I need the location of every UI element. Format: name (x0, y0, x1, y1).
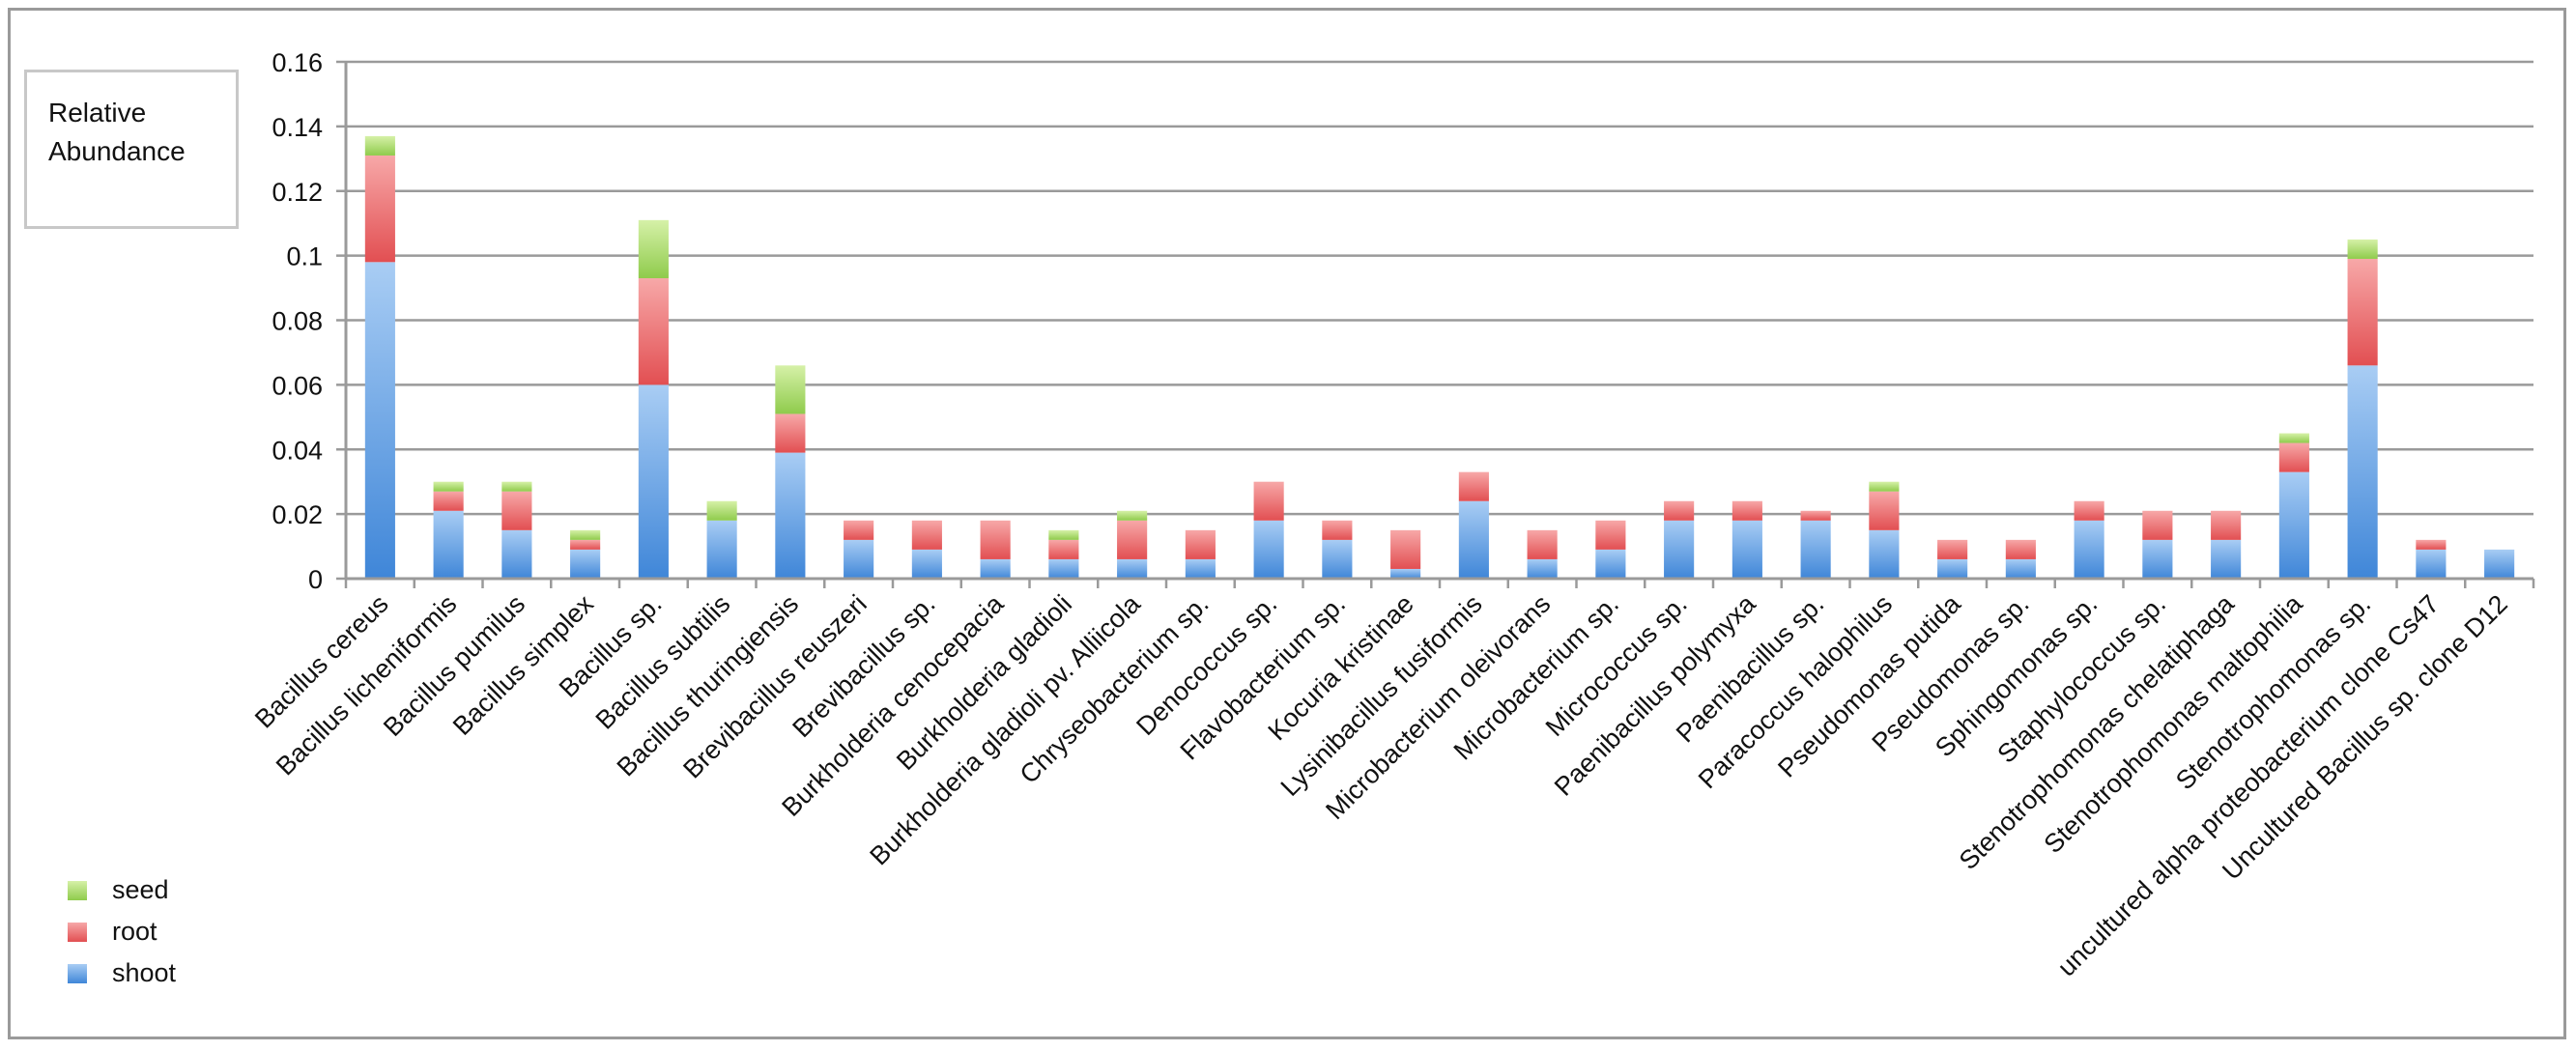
bar-shoot (1253, 520, 1284, 579)
legend-swatch (68, 922, 87, 942)
bar-root (1595, 520, 1626, 550)
legend-item-root: root (68, 911, 176, 952)
bar-root (1527, 529, 1558, 559)
bar-root (911, 520, 942, 550)
bar-shoot (2278, 471, 2309, 579)
y-tick-label: 0 (308, 565, 323, 594)
bar-shoot (2074, 520, 2104, 579)
bar-seed (570, 529, 601, 540)
bar-shoot (433, 510, 464, 579)
bar-root (570, 539, 601, 550)
bar-root (2074, 500, 2104, 521)
bar-shoot (1937, 558, 1968, 579)
y-tick-label: 0.14 (272, 113, 323, 142)
bar-seed (1869, 481, 1900, 492)
y-tick-label: 0.02 (272, 500, 323, 529)
bar-root (775, 413, 806, 453)
y-tick-label: 0.04 (272, 436, 323, 465)
legend-item-seed: seed (68, 869, 176, 911)
bar-shoot (1595, 549, 1626, 579)
bar-shoot (1732, 520, 1762, 579)
bar-root (433, 491, 464, 511)
bar-shoot (2484, 549, 2515, 579)
bar-root (1732, 500, 1762, 521)
bar-seed (433, 481, 464, 492)
bar-root (2416, 539, 2447, 550)
bar-seed (775, 365, 806, 414)
bar-shoot (570, 549, 601, 579)
bar-seed (638, 219, 669, 279)
bar-root (1664, 500, 1695, 521)
bar-shoot (501, 529, 532, 579)
bar-shoot (1800, 520, 1831, 579)
bar-shoot (1185, 558, 1216, 579)
bar-shoot (706, 520, 737, 579)
bar-root (2347, 258, 2378, 366)
bar-root (2005, 539, 2036, 559)
bar-shoot (1322, 539, 1353, 579)
legend: seed root shoot (68, 869, 176, 994)
bar-shoot (1117, 558, 1148, 579)
bar-root (364, 155, 395, 263)
bar-shoot (364, 262, 395, 579)
y-axis-label: Relative Abundance (48, 98, 186, 166)
bar-root (1937, 539, 1968, 559)
bar-shoot (1048, 558, 1079, 579)
bar-root (501, 491, 532, 530)
bar-shoot (2416, 549, 2447, 579)
bar-shoot (1527, 558, 1558, 579)
bar-shoot (2142, 539, 2173, 579)
bar-shoot (911, 549, 942, 579)
bar-seed (364, 135, 395, 156)
bar-root (1253, 481, 1284, 521)
bar-root (2211, 510, 2242, 540)
bar-seed (1117, 510, 1148, 521)
bar-root (2142, 510, 2173, 540)
bar-seed (706, 500, 737, 521)
bar-shoot (775, 452, 806, 579)
bar-seed (2278, 433, 2309, 443)
bar-root (2278, 442, 2309, 472)
y-tick-label: 0.12 (272, 178, 323, 207)
y-axis-label-box: Relative Abundance (24, 70, 239, 229)
bar-seed (501, 481, 532, 492)
bar-shoot (1390, 568, 1421, 579)
bar-root (1800, 510, 1831, 521)
bar-seed (1048, 529, 1079, 540)
bar-seed (2347, 239, 2378, 259)
bar-root (1458, 471, 1489, 501)
bar-shoot (1869, 529, 1900, 579)
bar-root (1048, 539, 1079, 559)
bar-shoot (638, 384, 669, 579)
y-tick-label: 0.16 (272, 48, 323, 77)
y-tick-label: 0.06 (272, 371, 323, 400)
bar-shoot (2211, 539, 2242, 579)
bar-shoot (2005, 558, 2036, 579)
bar-shoot (1458, 500, 1489, 579)
legend-item-shoot: shoot (68, 952, 176, 994)
y-tick-label: 0.1 (286, 242, 323, 271)
bar-shoot (1664, 520, 1695, 579)
bar-root (1185, 529, 1216, 559)
bar-shoot (980, 558, 1011, 579)
legend-swatch (68, 880, 87, 900)
legend-swatch (68, 963, 87, 983)
bar-root (1322, 520, 1353, 540)
legend-label: root (112, 917, 157, 946)
bar-root (1869, 491, 1900, 530)
bar-shoot (2347, 365, 2378, 579)
legend-label: seed (112, 875, 169, 904)
bar-root (638, 278, 669, 385)
bar-root (1390, 529, 1421, 569)
bar-root (844, 520, 874, 540)
bar-shoot (844, 539, 874, 579)
bar-root (980, 520, 1011, 559)
legend-label: shoot (112, 958, 177, 987)
y-tick-label: 0.08 (272, 307, 323, 336)
bar-root (1117, 520, 1148, 559)
